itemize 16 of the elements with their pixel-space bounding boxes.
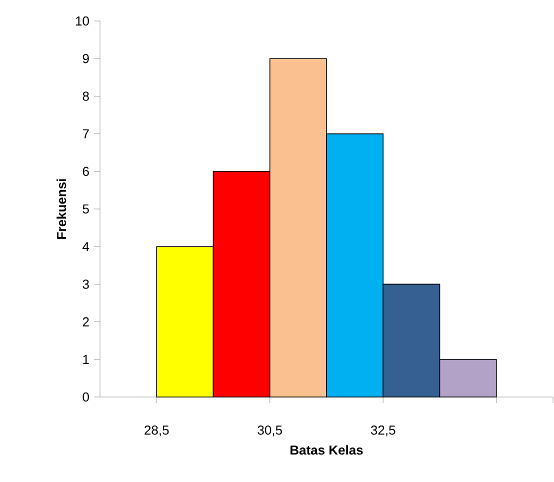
- y-tick-label: 3: [82, 280, 89, 289]
- y-tick-label: 8: [82, 92, 89, 101]
- y-tick-label: 0: [82, 392, 89, 402]
- y-tick-label: 4: [82, 242, 90, 252]
- y-tick-label: 2: [82, 317, 89, 326]
- x-tick-label: 32,5: [370, 426, 396, 436]
- y-tick-label: 7: [82, 129, 89, 138]
- y-tick-label: 5: [82, 204, 89, 214]
- y-tick-label: 9: [82, 54, 89, 64]
- y-axis-title: Frekuensi: [56, 179, 66, 239]
- y-tick-label: 1: [83, 354, 89, 364]
- x-tick-label: 28,5: [144, 426, 169, 436]
- y-tick-label: 10: [76, 16, 89, 26]
- y-tick-label: 6: [82, 166, 89, 176]
- x-tick-label: 30,5: [258, 426, 282, 436]
- x-axis-title: Batas Kelas: [290, 445, 363, 455]
